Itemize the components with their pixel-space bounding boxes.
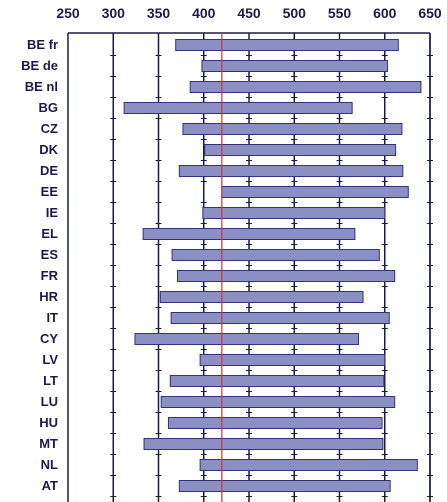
range-bar-it	[170, 312, 390, 324]
x-tick-label-550: 550	[328, 5, 352, 21]
range-bar-be-nl	[189, 81, 422, 93]
category-label-lv: LV	[42, 352, 58, 367]
category-label-bg: BG	[39, 100, 59, 115]
x-tick-label-500: 500	[283, 5, 307, 21]
range-bar-cz	[182, 123, 403, 135]
range-bar-lt	[169, 375, 385, 387]
category-label-el: EL	[41, 226, 58, 241]
x-tick-label-400: 400	[192, 5, 216, 21]
range-bar-ee	[221, 186, 409, 198]
category-label-cz: CZ	[41, 121, 58, 136]
category-label-ee: EE	[41, 184, 59, 199]
x-tick-label-350: 350	[147, 5, 171, 21]
category-label-be-nl: BE nl	[25, 79, 58, 94]
x-tick-label-600: 600	[373, 5, 397, 21]
range-bar-be-fr	[175, 39, 399, 51]
x-tick-label-300: 300	[102, 5, 126, 21]
range-bar-be-de	[201, 60, 388, 72]
category-label-es: ES	[41, 247, 59, 262]
range-bar-cy	[134, 333, 360, 345]
category-label-lu: LU	[41, 394, 58, 409]
x-tick-label-650: 650	[418, 5, 442, 21]
category-label-fr: FR	[41, 268, 59, 283]
x-tick-label-250: 250	[56, 5, 80, 21]
category-label-lt: LT	[43, 373, 58, 388]
category-label-nl: NL	[41, 457, 58, 472]
category-label-it: IT	[46, 310, 58, 325]
category-label-be-de: BE de	[21, 58, 58, 73]
category-label-be-fr: BE fr	[27, 37, 58, 52]
category-label-cy: CY	[40, 331, 58, 346]
range-bar-fr	[177, 270, 396, 282]
range-bar-bg	[123, 102, 353, 114]
x-axis-ticks: 250 300 350 400 450 500 550 600 650	[56, 5, 442, 21]
range-bar-mt	[143, 438, 384, 450]
range-bar-nl	[199, 459, 418, 471]
range-bar-hu	[167, 417, 383, 429]
range-bars	[123, 39, 422, 492]
range-bar-hr	[159, 291, 364, 303]
x-tick-label-450: 450	[237, 5, 261, 21]
range-bar-es	[171, 249, 380, 261]
range-bar-lu	[160, 396, 396, 408]
range-bar-lv	[199, 354, 386, 366]
category-label-at: AT	[42, 478, 58, 493]
category-label-mt: MT	[39, 436, 58, 451]
category-label-hr: HR	[39, 289, 58, 304]
category-label-ie: IE	[46, 205, 59, 220]
category-label-dk: DK	[39, 142, 58, 157]
range-bar-dk	[204, 144, 397, 156]
category-label-de: DE	[40, 163, 58, 178]
category-label-hu: HU	[39, 415, 58, 430]
range-bar-el	[142, 228, 356, 240]
range-bar-at	[178, 480, 391, 492]
category-labels: BE fr BE de BE nl BG CZ DK DE EE IE EL ES FR HR IT CY L…	[21, 37, 58, 493]
range-bar-de	[178, 165, 404, 177]
range-bar-ie	[202, 207, 386, 219]
